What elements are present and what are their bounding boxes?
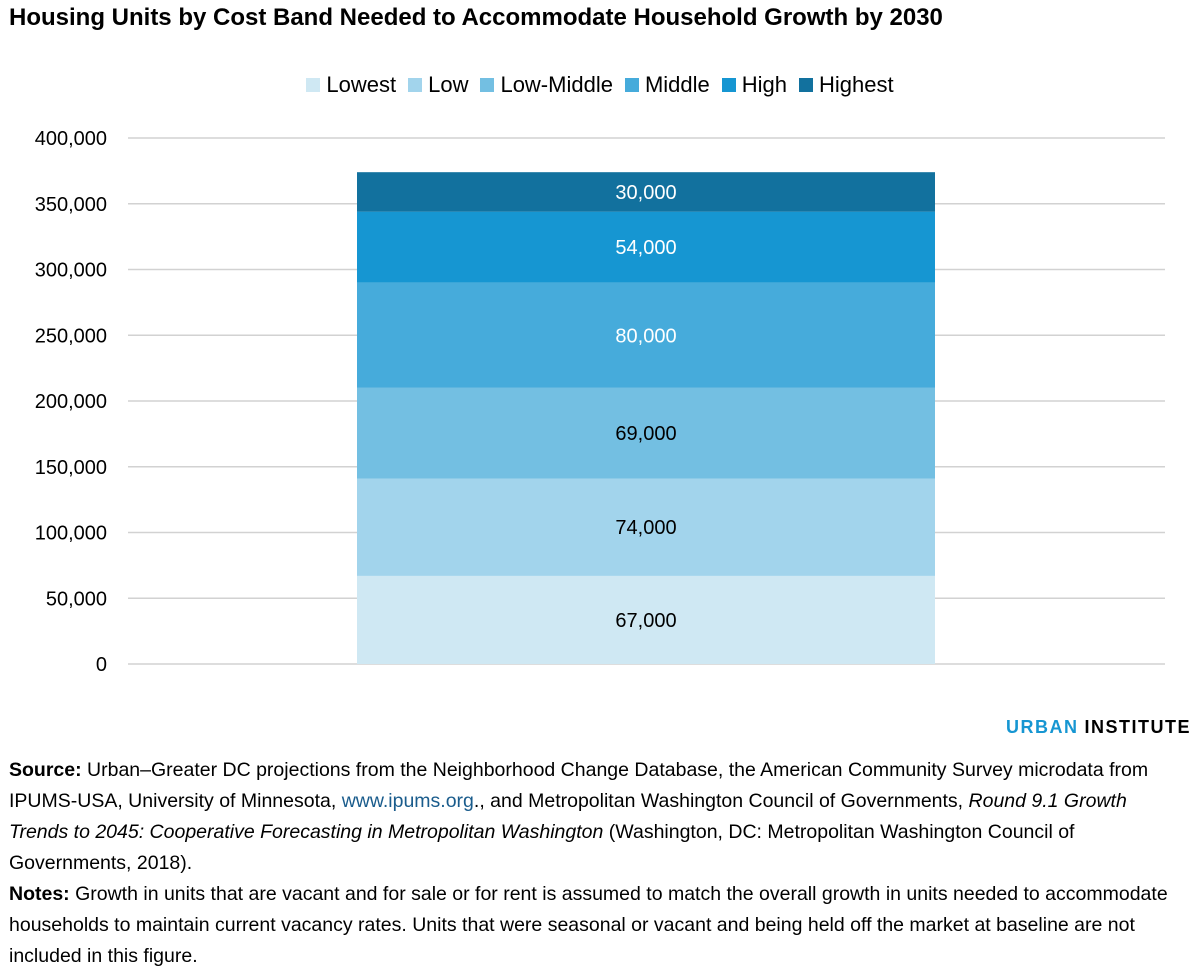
source-note: Source: Urban–Greater DC projections fro… <box>9 755 1191 879</box>
y-tick-label: 200,000 <box>35 391 107 413</box>
stacked-bar-chart: 0 50,000 100,000 150,000 200,000 250,000 300,0… <box>35 128 1165 676</box>
legend-label: Low-Middle <box>500 72 613 97</box>
chart-title: Housing Units by Cost Band Needed to Acc… <box>9 4 943 31</box>
data-label-middle: 80,000 <box>615 325 676 347</box>
notes-note: Notes: Growth in units that are vacant a… <box>9 879 1191 972</box>
bar-segment-low-middle <box>357 387 935 479</box>
chart-legend: Lowest Low Low-Middle Middle High Highest <box>0 72 1200 98</box>
source-text-2: ., and Metropolitan Washington Council o… <box>473 790 969 812</box>
ipums-link[interactable]: www.ipums.org <box>341 790 474 812</box>
bar-segment-highest <box>357 172 935 212</box>
bar-segment-lowest <box>357 575 935 664</box>
legend-item-high: High <box>721 72 788 98</box>
brand-urban: URBAN <box>1006 717 1079 737</box>
data-label-lowest: 67,000 <box>615 610 676 632</box>
legend-item-middle: Middle <box>624 72 710 98</box>
legend-label: High <box>741 72 788 97</box>
data-label-low: 74,000 <box>615 517 676 539</box>
legend-item-lowest: Lowest <box>306 72 396 98</box>
y-tick-label: 50,000 <box>46 588 107 610</box>
legend-item-low-middle: Low-Middle <box>480 72 613 98</box>
y-tick-label: 100,000 <box>35 523 107 545</box>
y-tick-label: 250,000 <box>35 325 107 347</box>
source-text-1: Urban–Greater DC projections from the Ne… <box>9 759 1149 812</box>
notes-text: Growth in units that are vacant and for … <box>9 883 1168 967</box>
legend-label: Lowest <box>326 72 397 97</box>
data-label-highest: 30,000 <box>615 182 676 204</box>
y-tick-label: 150,000 <box>35 457 107 479</box>
bar-segment-high <box>357 211 935 283</box>
legend-swatch <box>480 78 495 92</box>
brand-institute: INSTITUTE <box>1084 717 1191 737</box>
legend-item-highest: Highest <box>799 72 894 98</box>
legend-swatch <box>721 78 736 92</box>
legend-swatch <box>624 78 639 92</box>
data-label-low-middle: 69,000 <box>615 423 676 445</box>
legend-swatch <box>306 78 321 92</box>
y-tick-label: 350,000 <box>35 194 107 216</box>
legend-swatch <box>799 78 814 92</box>
y-tick-label: 300,000 <box>35 260 107 282</box>
urban-institute-logo: URBAN INSTITUTE <box>1006 717 1191 738</box>
y-tick-label: 0 <box>96 654 107 676</box>
y-tick-label: 400,000 <box>35 128 107 150</box>
data-label-high: 54,000 <box>615 237 676 259</box>
legend-label: Low <box>428 72 469 97</box>
source-label: Source: <box>9 759 82 781</box>
legend-label: Middle <box>644 72 710 97</box>
footnotes: Source: Urban–Greater DC projections fro… <box>9 755 1191 972</box>
notes-label: Notes: <box>9 883 70 905</box>
legend-item-low: Low <box>408 72 468 98</box>
bar-segment-middle <box>357 282 935 388</box>
source-report-title: Round 9.1 Growth Trends to 2045: Coopera… <box>9 790 1127 843</box>
source-text-3: (Washington, DC: Metropolitan Washington… <box>9 821 1075 874</box>
bar-segment-low <box>357 478 935 576</box>
legend-label: Highest <box>819 72 894 97</box>
legend-swatch <box>408 78 423 92</box>
